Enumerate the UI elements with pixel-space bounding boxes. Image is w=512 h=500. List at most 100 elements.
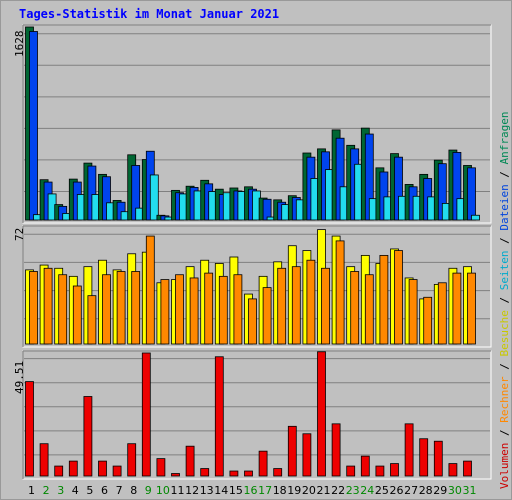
- bar-rechner-day-14: [218, 275, 228, 345]
- bar-volumen-day-16: [244, 470, 253, 477]
- bar-volumen-day-13: [200, 468, 210, 477]
- bar-rechner-day-23: [350, 271, 360, 345]
- bar-dateien-day-1: [29, 31, 38, 221]
- bar-volumen-day-21: [317, 351, 326, 477]
- x-tick-label: 18: [273, 484, 287, 497]
- x-tick-label: 29: [433, 484, 447, 497]
- bar-seiten-day-31: [471, 214, 480, 221]
- bar-volumen-day-10: [156, 458, 166, 477]
- bar-volumen-day-31: [463, 460, 472, 477]
- legend-item-seiten: Seiten: [498, 250, 511, 291]
- bar-rechner-day-21: [321, 267, 330, 345]
- x-tick-label: 20: [302, 484, 316, 497]
- bar-rechner-day-16: [248, 298, 257, 345]
- x-tick-label: 4: [72, 484, 79, 497]
- bar-volumen-day-9: [141, 352, 151, 477]
- x-tick-label: 3: [57, 484, 64, 497]
- x-tick-label: 5: [86, 484, 93, 497]
- legend-item-rechner: Rechner: [498, 376, 511, 423]
- x-tick-label: 16: [244, 484, 258, 497]
- legend-separator: /: [498, 290, 511, 311]
- bar-volumen-day-30: [448, 463, 458, 477]
- bar-volumen-day-22: [331, 423, 341, 477]
- bar-rechner-day-25: [379, 254, 389, 345]
- bar-volumen-day-15: [229, 470, 239, 477]
- bar-volumen-day-23: [346, 465, 356, 477]
- legend-separator: /: [498, 356, 511, 377]
- ymax-label-top: 1628: [13, 30, 26, 58]
- ymax-label-bottom: 49.51: [13, 360, 26, 394]
- x-tick-label: 1: [28, 484, 35, 497]
- legend-separator: /: [498, 164, 511, 185]
- bar-rechner-day-6: [102, 274, 111, 345]
- bar-rechner-day-9: [145, 235, 155, 345]
- bar-rechner-day-13: [204, 272, 214, 345]
- legend-separator: /: [498, 422, 511, 443]
- bar-rechner-day-22: [335, 240, 345, 345]
- bar-volumen-day-24: [360, 455, 370, 477]
- bar-volumen-day-28: [419, 438, 429, 477]
- bar-rechner-day-3: [58, 274, 68, 345]
- bar-rechner-day-28: [423, 296, 433, 345]
- bar-rechner-day-26: [394, 250, 403, 345]
- bar-volumen-day-27: [404, 423, 414, 477]
- x-tick-label: 23: [346, 484, 360, 497]
- x-tick-label: 26: [390, 484, 404, 497]
- side-legend: Volumen / Rechner / Besuche / Seiten / D…: [498, 111, 511, 489]
- bar-rechner-day-12: [189, 277, 199, 345]
- x-tick-label: 19: [287, 484, 301, 497]
- x-tick-label: 2: [43, 484, 50, 497]
- bar-volumen-day-29: [433, 440, 443, 477]
- x-tick-label: 28: [419, 484, 433, 497]
- bar-rechner-day-30: [452, 272, 462, 345]
- bar-rechner-day-2: [43, 267, 53, 345]
- x-tick-label: 27: [404, 484, 418, 497]
- x-tick-label: 12: [185, 484, 199, 497]
- bar-volumen-day-8: [127, 443, 137, 477]
- chart-title: Tages-Statistik im Monat Januar 2021: [19, 7, 280, 21]
- x-tick-label: 17: [258, 484, 272, 497]
- x-tick-label: 25: [375, 484, 389, 497]
- legend-item-dateien: Dateien: [498, 184, 511, 231]
- bar-volumen-day-6: [98, 460, 107, 477]
- bar-volumen-day-20: [302, 433, 312, 477]
- bar-rechner-day-20: [306, 259, 316, 345]
- bar-rechner-day-7: [116, 271, 126, 345]
- legend-item-volumen: Volumen: [498, 442, 511, 489]
- bar-volumen-day-11: [171, 473, 180, 477]
- bar-volumen-day-1: [25, 381, 34, 477]
- legend-item-besuche: Besuche: [498, 310, 511, 357]
- bar-volumen-day-5: [83, 396, 93, 477]
- x-tick-label: 8: [130, 484, 137, 497]
- bar-volumen-day-19: [287, 425, 297, 477]
- bar-rechner-day-29: [437, 282, 447, 345]
- bar-rechner-day-1: [29, 271, 38, 345]
- x-tick-label: 24: [360, 484, 374, 497]
- bar-volumen-day-26: [390, 463, 399, 477]
- bar-volumen-day-18: [273, 468, 283, 477]
- bar-rechner-day-19: [291, 266, 301, 345]
- bar-volumen-day-25: [375, 465, 385, 477]
- bar-rechner-day-27: [408, 279, 418, 345]
- bar-volumen-day-3: [54, 465, 64, 477]
- bar-volumen-day-4: [68, 460, 78, 477]
- x-tick-label: 21: [317, 484, 331, 497]
- bar-volumen-day-14: [214, 356, 224, 477]
- legend-item-anfragen: Anfragen: [498, 111, 511, 165]
- x-tick-label: 10: [156, 484, 170, 497]
- bar-dateien-day-31: [467, 167, 476, 221]
- bar-volumen-day-17: [258, 450, 268, 477]
- legend-separator: /: [498, 230, 511, 251]
- x-tick-label: 15: [229, 484, 243, 497]
- bar-rechner-day-17: [262, 287, 272, 345]
- bar-volumen-day-12: [185, 445, 195, 477]
- bar-rechner-day-15: [233, 274, 243, 345]
- x-tick-label: 13: [200, 484, 214, 497]
- x-tick-label: 31: [463, 484, 477, 497]
- x-tick-label: 9: [145, 484, 152, 497]
- ymax-label-middle: 72: [13, 227, 26, 241]
- bar-seiten-day-9: [149, 174, 159, 221]
- bar-volumen-day-2: [39, 443, 49, 477]
